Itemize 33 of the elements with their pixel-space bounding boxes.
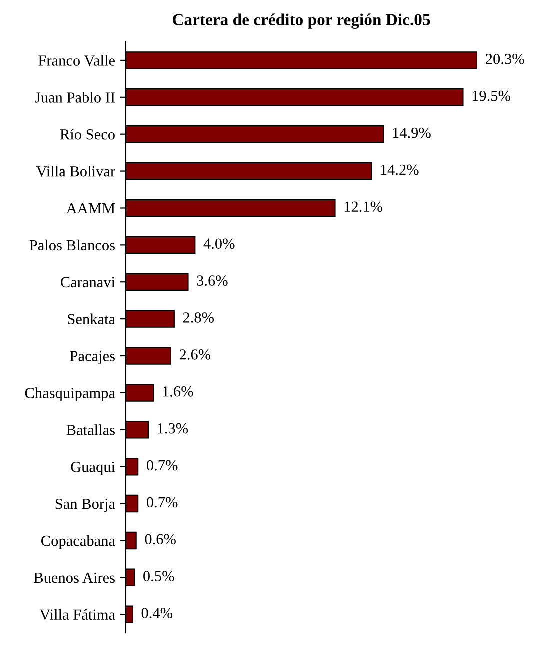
y-tick-label: Río Seco xyxy=(60,129,115,140)
y-tick-label: Senkata xyxy=(68,314,116,325)
data-label: 14.9% xyxy=(393,128,431,138)
y-tick-label: San Borja xyxy=(56,498,116,512)
data-label: 2.8% xyxy=(183,312,214,323)
y-tick-label: Caranavi xyxy=(61,277,116,288)
data-label: 0.6% xyxy=(145,534,176,545)
y-tick-label: Copacabana xyxy=(42,535,116,550)
y-tick-label: Chasquipampa xyxy=(25,388,116,402)
y-tick-label: Franco Valle xyxy=(38,55,116,66)
data-label: 0.7% xyxy=(146,460,178,471)
y-tick-label: Villa Fátima xyxy=(40,609,116,620)
data-label: 3.6% xyxy=(197,276,228,286)
data-label: 4.0% xyxy=(204,238,235,250)
y-tick-label: Buenos Aires xyxy=(34,572,115,584)
y-tick-label: Palos Blancos xyxy=(30,240,115,251)
data-label: 14.2% xyxy=(381,164,419,176)
data-label: 0.5% xyxy=(144,571,174,582)
y-tick-label: Pacajes xyxy=(70,351,115,365)
data-label: 0.4% xyxy=(142,608,173,618)
data-label: 12.1% xyxy=(344,202,382,212)
data-label: 1.6% xyxy=(163,386,194,397)
data-label: 20.3% xyxy=(486,54,524,64)
y-tick-label: Juan Pablo II xyxy=(35,92,116,103)
data-label: 19.5% xyxy=(472,90,510,102)
y-tick-label: Batallas xyxy=(66,424,115,436)
data-label: 0.7% xyxy=(146,497,178,508)
y-tick-label: AAMM xyxy=(66,203,116,214)
chart-title: Cartera de crédito por región Dic.05 xyxy=(173,14,430,30)
data-label: 2.6% xyxy=(180,350,211,360)
y-tick-label: Villa Bolivar xyxy=(36,166,116,177)
data-label: 1.3% xyxy=(158,423,188,434)
y-tick-label: Guaqui xyxy=(71,462,116,476)
